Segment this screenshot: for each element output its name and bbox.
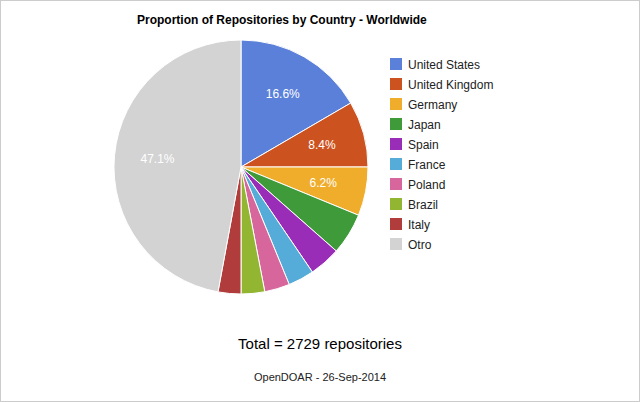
legend-label: Brazil (408, 198, 438, 212)
data-label: 47.1% (141, 152, 175, 166)
data-label: 8.4% (308, 138, 336, 152)
title: Proportion of Repositories by Country - … (137, 13, 427, 27)
legend-label: United States (408, 58, 480, 72)
legend-swatch (390, 118, 402, 130)
legend-label: France (408, 158, 446, 172)
legend-label: Otro (408, 238, 432, 252)
legend-label: United Kingdom (408, 78, 493, 92)
pie (114, 40, 368, 294)
chart: Proportion of Repositories by Country - … (0, 0, 640, 402)
annotation: OpenDOAR - 26-Sep-2014 (254, 371, 386, 383)
slice (241, 167, 265, 294)
legend-swatch (390, 238, 402, 250)
legend-label: Spain (408, 138, 439, 152)
data-labels: 16.6% 8.4% 6.2% 47.1% (141, 87, 338, 190)
annotation: Total = 2729 repositories (238, 335, 402, 352)
legend-swatch (390, 78, 402, 90)
data-label: 6.2% (310, 176, 338, 190)
legend-swatch (390, 178, 402, 190)
legend-label: Poland (408, 178, 445, 192)
legend-label: Japan (408, 118, 441, 132)
legend-swatch (390, 98, 402, 110)
legend-swatch (390, 158, 402, 170)
frame (1, 1, 640, 402)
legend-swatch (390, 138, 402, 150)
legend-label: Germany (408, 98, 457, 112)
legend-swatch (390, 218, 402, 230)
legend: United States United Kingdom Germany Japan S… (390, 58, 493, 252)
slice (114, 40, 241, 292)
legend-label: Italy (408, 218, 430, 232)
data-label: 16.6% (266, 87, 300, 101)
legend-swatch (390, 198, 402, 210)
legend-swatch (390, 58, 402, 70)
slice (241, 103, 368, 167)
chart-root: Proportion of Repositories by Country - … (0, 0, 640, 402)
